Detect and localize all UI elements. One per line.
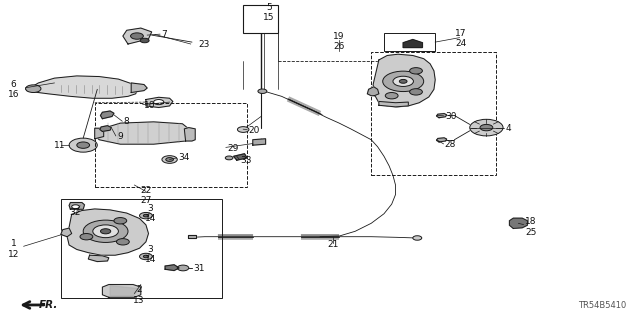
Circle shape — [177, 265, 189, 271]
Polygon shape — [96, 122, 189, 144]
Polygon shape — [26, 76, 138, 98]
Text: 30: 30 — [445, 112, 456, 121]
Text: TR54B5410: TR54B5410 — [578, 301, 626, 310]
Polygon shape — [184, 128, 195, 141]
Circle shape — [225, 156, 233, 160]
Polygon shape — [100, 111, 114, 119]
Text: 21: 21 — [327, 241, 339, 249]
Text: 20: 20 — [248, 126, 260, 135]
Text: 23: 23 — [198, 40, 210, 48]
Polygon shape — [436, 114, 447, 118]
Circle shape — [410, 89, 422, 95]
Polygon shape — [188, 235, 196, 238]
Circle shape — [480, 124, 493, 131]
Polygon shape — [403, 40, 422, 48]
Text: 18
25: 18 25 — [525, 218, 536, 237]
Text: 3
14: 3 14 — [145, 245, 156, 264]
Circle shape — [26, 85, 41, 93]
Circle shape — [140, 253, 152, 260]
Polygon shape — [509, 218, 527, 228]
Text: 29: 29 — [227, 144, 239, 152]
Circle shape — [114, 218, 127, 224]
Circle shape — [393, 76, 413, 86]
Circle shape — [93, 225, 118, 238]
Circle shape — [140, 38, 149, 43]
Circle shape — [383, 71, 424, 92]
Polygon shape — [234, 154, 247, 160]
Polygon shape — [165, 265, 179, 271]
Polygon shape — [100, 126, 111, 131]
Text: 33: 33 — [241, 156, 252, 165]
Circle shape — [131, 33, 143, 39]
Polygon shape — [253, 139, 266, 145]
Circle shape — [69, 138, 97, 152]
Polygon shape — [373, 54, 435, 107]
Circle shape — [140, 212, 152, 219]
Text: FR.: FR. — [38, 300, 58, 310]
Text: 34: 34 — [178, 153, 189, 162]
Text: 22
27: 22 27 — [140, 186, 152, 205]
Text: 8: 8 — [124, 117, 129, 126]
Circle shape — [258, 89, 267, 93]
Circle shape — [162, 156, 177, 163]
Text: 3
14: 3 14 — [145, 204, 156, 223]
Circle shape — [116, 239, 129, 245]
Text: 19
26: 19 26 — [333, 32, 345, 51]
Polygon shape — [110, 286, 140, 296]
Circle shape — [237, 127, 249, 132]
Bar — [95, 103, 247, 187]
Circle shape — [72, 205, 79, 209]
Text: 17
24: 17 24 — [455, 29, 467, 48]
Circle shape — [80, 234, 93, 240]
Text: 7: 7 — [161, 30, 167, 39]
Text: 5
15: 5 15 — [263, 3, 275, 22]
Polygon shape — [123, 28, 152, 44]
Circle shape — [143, 214, 148, 217]
Polygon shape — [95, 128, 104, 139]
Circle shape — [413, 236, 422, 240]
Bar — [61, 199, 222, 298]
Circle shape — [143, 255, 148, 258]
Polygon shape — [131, 83, 147, 93]
Bar — [371, 52, 496, 175]
Text: 32: 32 — [69, 208, 81, 217]
Circle shape — [83, 220, 128, 242]
Circle shape — [100, 229, 111, 234]
Polygon shape — [69, 203, 84, 209]
Polygon shape — [102, 285, 141, 297]
Text: 2
13: 2 13 — [133, 286, 145, 305]
Polygon shape — [379, 101, 408, 107]
Polygon shape — [436, 138, 447, 142]
Circle shape — [385, 93, 398, 99]
Bar — [243, 5, 278, 33]
Polygon shape — [367, 87, 379, 96]
Polygon shape — [61, 228, 72, 237]
Text: 6
16: 6 16 — [8, 80, 19, 99]
Polygon shape — [88, 255, 109, 262]
Text: 1
12: 1 12 — [8, 239, 19, 258]
Circle shape — [470, 119, 503, 136]
Text: 10: 10 — [144, 101, 156, 110]
Circle shape — [77, 142, 90, 148]
Text: 11: 11 — [54, 141, 65, 150]
Text: 28: 28 — [445, 140, 456, 149]
Circle shape — [399, 79, 407, 83]
Text: 4: 4 — [506, 124, 511, 133]
Polygon shape — [67, 209, 148, 255]
Bar — [384, 33, 435, 51]
Circle shape — [166, 158, 173, 161]
Polygon shape — [146, 97, 173, 108]
Circle shape — [410, 68, 422, 74]
Circle shape — [154, 100, 164, 105]
Text: 9: 9 — [117, 132, 123, 141]
Text: 31: 31 — [193, 264, 205, 273]
